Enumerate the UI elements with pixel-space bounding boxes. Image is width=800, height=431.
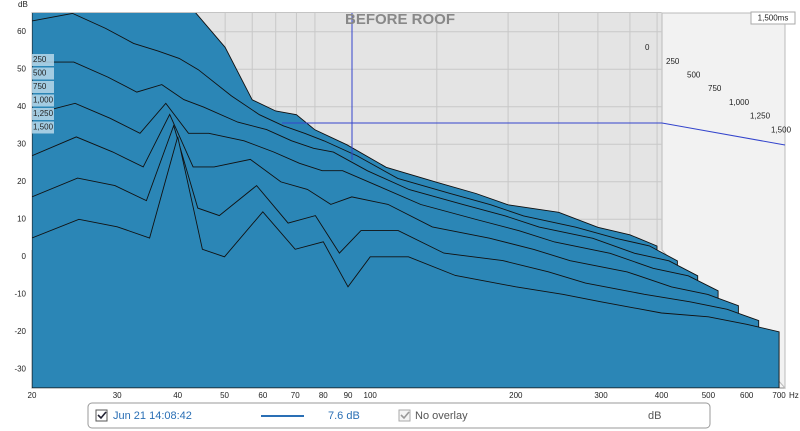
x-tick-label: 50: [220, 391, 229, 400]
time-legend-box: [32, 81, 54, 93]
time-legend-label: 1,000: [33, 96, 54, 105]
y-tick-label: 50: [17, 64, 26, 73]
x-tick-label: 300: [594, 391, 608, 400]
cursor-horizontal-side: [661, 122, 786, 146]
x-tick-label: 200: [509, 391, 523, 400]
unit-label: dB: [648, 410, 661, 422]
slices: [32, 13, 780, 388]
x-tick-label: 90: [344, 391, 353, 400]
measurement-name[interactable]: Jun 21 14:08:42: [113, 410, 192, 422]
time-axis-label: 1,250: [750, 112, 771, 121]
x-tick-label: 500: [702, 391, 716, 400]
x-tick-label: 400: [655, 391, 669, 400]
time-legend-box: [32, 54, 54, 66]
check-mark: [400, 411, 410, 420]
y-tick-label: 30: [17, 139, 26, 148]
x-tick-label: 60: [258, 391, 267, 400]
y-tick-label: -10: [14, 289, 26, 298]
time-end-label: 1,500ms: [758, 14, 789, 23]
x-tick-label: 40: [173, 391, 182, 400]
x-tick-label: 20: [28, 391, 37, 400]
chart-title: BEFORE ROOF: [345, 11, 455, 28]
time-axis-label: 1,500: [771, 125, 792, 134]
measurement-checkbox[interactable]: [95, 409, 108, 422]
y-tick-label: 10: [17, 214, 26, 223]
time-legend-label: 1,500: [33, 123, 54, 132]
time-axis-label: 1,000: [729, 98, 750, 107]
x-tick-label: 600: [740, 391, 754, 400]
time-legend-box: [32, 94, 54, 107]
y-tick-label: 60: [17, 27, 26, 36]
time-axis-label: 0: [645, 43, 650, 52]
x-tick-label: 100: [364, 391, 378, 400]
time-axis-label: 750: [708, 84, 722, 93]
y-tick-label: 40: [17, 102, 26, 111]
overlay-label[interactable]: No overlay: [415, 410, 468, 422]
x-tick-label: 30: [113, 391, 122, 400]
labels: -30 -20 -10 0 10 20 30 40 50 60 20 30 40 50 60 70 80 90 10…: [14, 27, 791, 400]
check-mark: [97, 411, 107, 420]
side-wall: [661, 12, 786, 390]
time-end-box: [750, 11, 796, 25]
y-tick-label: -30: [14, 364, 26, 373]
time-legend-label: 1,250: [33, 109, 54, 118]
y-tick-label: 0: [22, 252, 27, 261]
waterfall-slice: [32, 136, 780, 388]
x-unit: Hz: [789, 391, 799, 400]
time-legend-label: 500: [33, 69, 47, 78]
time-legend-label: 750: [33, 82, 47, 91]
time-axis-label: 500: [687, 71, 701, 80]
overlay-checkbox[interactable]: [398, 409, 411, 422]
offset-value: 7.6 dB: [328, 410, 360, 422]
time-legend-box: [32, 121, 54, 134]
y-tick-label: 20: [17, 177, 26, 186]
time-legend-box: [32, 108, 54, 120]
time-legend-label: 250: [33, 55, 47, 64]
y-unit: dB: [18, 0, 28, 9]
time-axis-label: 250: [666, 57, 680, 66]
x-tick-label: 70: [291, 391, 300, 400]
x-tick-label: 80: [319, 391, 328, 400]
y-tick-label: -20: [14, 327, 26, 336]
time-legend-box: [32, 67, 54, 80]
x-tick-label: 700: [772, 391, 786, 400]
